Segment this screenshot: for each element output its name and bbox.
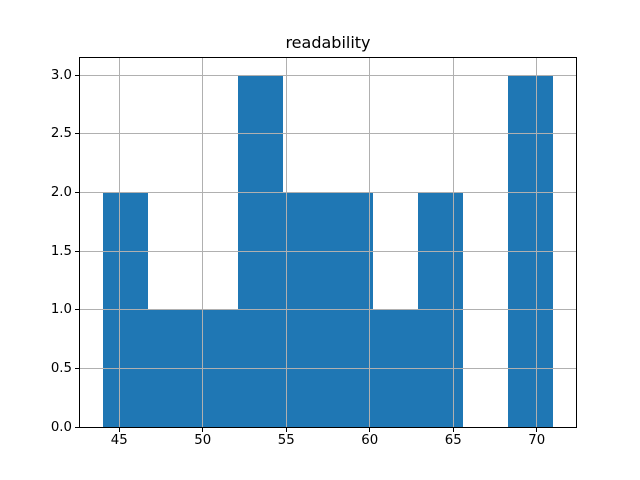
x-tick-mark [452, 427, 454, 432]
x-tick-label: 65 [444, 433, 462, 448]
y-tick-mark [75, 133, 79, 135]
x-tick-label: 70 [528, 433, 546, 448]
x-tick-mark [285, 427, 287, 432]
x-tick-label: 45 [110, 433, 128, 448]
x-tick-mark [369, 427, 371, 432]
x-tick-label: 50 [194, 433, 212, 448]
grid-line-vertical [285, 57, 287, 428]
plot-area [79, 56, 577, 429]
grid-line-horizontal [80, 250, 576, 252]
x-tick-label: 60 [361, 433, 379, 448]
chart-title: readability [285, 33, 371, 52]
y-tick-label: 2.5 [50, 126, 72, 142]
y-tick-label: 3.0 [50, 67, 72, 83]
y-tick-mark [75, 309, 79, 311]
grid-line-vertical [118, 57, 120, 428]
y-tick-mark [75, 368, 79, 370]
grid-line-horizontal [80, 133, 576, 135]
y-tick-mark [75, 426, 79, 428]
y-tick-label: 0.0 [50, 419, 72, 435]
grid-line-horizontal [80, 368, 576, 370]
x-tick-mark [536, 427, 538, 432]
grid-line-horizontal [80, 74, 576, 76]
grid-line-horizontal [80, 309, 576, 311]
grid-line-vertical [202, 57, 204, 428]
y-tick-label: 2.0 [50, 185, 72, 201]
y-tick-mark [75, 74, 79, 76]
y-tick-mark [75, 250, 79, 252]
grid-line-horizontal [80, 192, 576, 194]
y-tick-label: 1.0 [50, 302, 72, 318]
y-tick-mark [75, 192, 79, 194]
x-tick-label: 55 [277, 433, 295, 448]
grid-line-vertical [536, 57, 538, 428]
y-tick-label: 1.5 [50, 243, 72, 259]
grid-line-horizontal [80, 426, 576, 428]
y-tick-label: 0.5 [50, 361, 72, 377]
x-tick-mark [118, 427, 120, 432]
grid-line-vertical [452, 57, 454, 428]
x-tick-mark [202, 427, 204, 432]
grid-line-vertical [369, 57, 371, 428]
